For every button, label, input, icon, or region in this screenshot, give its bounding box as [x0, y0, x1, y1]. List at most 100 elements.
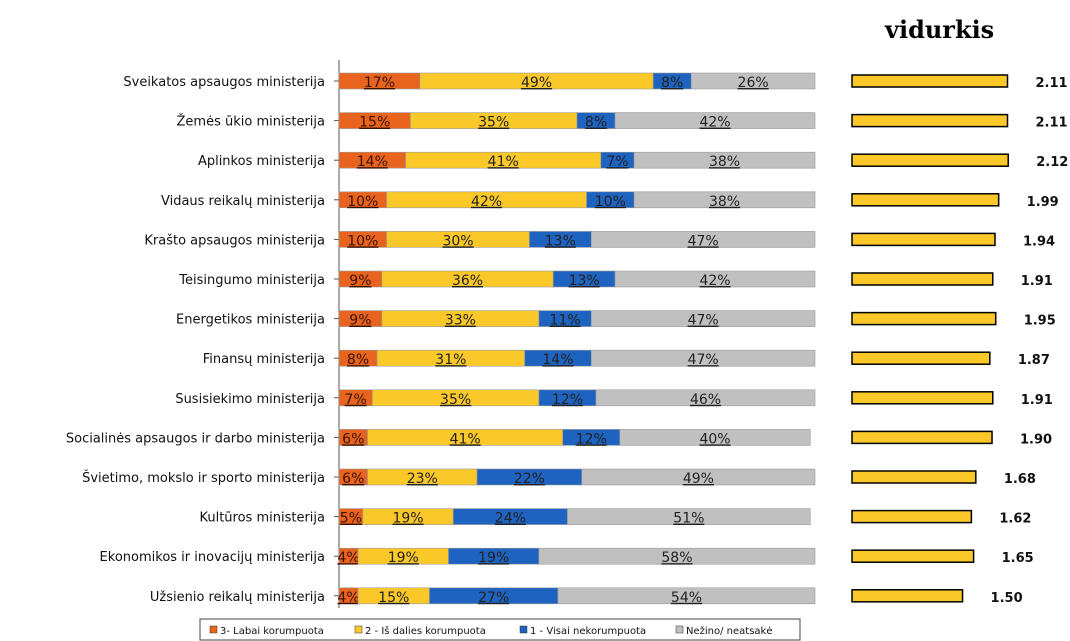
- bar-segment: [590, 310, 816, 327]
- data-label: 15%: [359, 115, 390, 131]
- data-label: 58%: [661, 550, 692, 566]
- average-chart-title: vidurkis: [884, 15, 994, 44]
- bar-segment: [557, 587, 816, 605]
- data-label: 23%: [407, 471, 438, 487]
- data-label: 4%: [337, 550, 359, 566]
- bar-segment: [538, 547, 816, 565]
- average-value-label: 2.12: [1036, 155, 1068, 170]
- bar-segment: [590, 231, 816, 248]
- data-label: 8%: [347, 352, 369, 368]
- data-label: 41%: [450, 431, 481, 447]
- average-bar: [851, 351, 991, 365]
- data-label: 42%: [699, 273, 730, 289]
- data-label: 19%: [392, 511, 423, 527]
- legend-label-visai: 1 - Visai nekorumpuota: [530, 626, 646, 637]
- legend-swatch-labai: [209, 625, 218, 634]
- data-label: 26%: [738, 75, 769, 91]
- average-value-label: 2.11: [1036, 76, 1068, 91]
- data-label: 7%: [606, 154, 628, 170]
- data-label: 36%: [452, 273, 483, 289]
- data-label: 15%: [378, 590, 409, 606]
- average-value-label: 1.62: [999, 512, 1031, 527]
- data-label: 47%: [688, 233, 719, 249]
- data-label: 5%: [340, 511, 362, 527]
- data-label: 47%: [688, 352, 719, 368]
- legend-swatch-is-dalies: [354, 625, 363, 634]
- category-label: Socialinės apsaugos ir darbo ministerija: [66, 431, 325, 446]
- average-value-label: 1.91: [1021, 393, 1053, 408]
- stacked-bar-chart: Sveikatos apsaugos ministerija 17% 49% 8% 26…: [66, 60, 816, 608]
- data-label: 10%: [347, 233, 378, 249]
- data-label: 12%: [552, 392, 583, 408]
- average-value-label: 1.68: [1004, 472, 1036, 487]
- bar-segment: [614, 112, 816, 129]
- legend-swatch-nezino: [675, 625, 684, 634]
- legend-frame: [199, 618, 801, 641]
- data-label: 13%: [569, 273, 600, 289]
- average-bar: [851, 549, 975, 563]
- average-value-label: 1.99: [1027, 195, 1059, 210]
- average-bar: [851, 113, 1009, 128]
- average-value-label: 1.65: [1002, 551, 1034, 566]
- average-bar: [851, 470, 977, 484]
- data-label: 14%: [357, 154, 388, 170]
- data-label: 51%: [673, 511, 704, 527]
- category-label: Kultūros ministerija: [199, 511, 325, 526]
- category-label: Energetikos ministerija: [176, 313, 325, 328]
- average-bar: [851, 232, 996, 247]
- bar-segment: [614, 270, 816, 288]
- data-label: 10%: [595, 194, 626, 210]
- data-label: 42%: [471, 194, 502, 210]
- data-label: 42%: [699, 115, 730, 131]
- category-label: Teisingumo ministerija: [178, 273, 325, 288]
- bar-segment: [581, 468, 816, 486]
- bar-segment: [633, 191, 816, 209]
- average-bar: [851, 509, 973, 524]
- data-label: 49%: [683, 471, 714, 487]
- data-label: 49%: [521, 75, 552, 91]
- data-label: 7%: [345, 392, 367, 408]
- average-bar: [851, 153, 1009, 167]
- average-value-label: 2.11: [1036, 116, 1068, 131]
- average-bar: [851, 272, 994, 286]
- data-label: 30%: [442, 233, 473, 249]
- data-label: 8%: [585, 115, 607, 131]
- data-label: 40%: [699, 431, 730, 447]
- data-label: 35%: [440, 392, 471, 408]
- bar-segment: [619, 429, 811, 446]
- data-label: 19%: [388, 550, 419, 566]
- bar-segment: [590, 349, 816, 367]
- category-label: Finansų ministerija: [203, 352, 325, 367]
- legend-swatch-visai: [519, 625, 528, 634]
- category-label: Užsienio reikalų ministerija: [150, 590, 325, 605]
- category-label: Žemės ūkio ministerija: [177, 114, 325, 130]
- category-label: Krašto apsaugos ministerija: [144, 233, 325, 248]
- data-label: 10%: [347, 194, 378, 210]
- chart-legend: 3- Labai korumpuota 2 - Iš dalies korump…: [199, 618, 801, 641]
- data-label: 11%: [550, 313, 581, 329]
- bar-segment: [567, 508, 811, 525]
- data-label: 17%: [364, 75, 395, 91]
- data-label: 47%: [688, 313, 719, 329]
- data-label: 38%: [709, 194, 740, 210]
- data-label: 14%: [542, 352, 573, 368]
- average-bar: [851, 430, 993, 445]
- data-label: 13%: [545, 233, 576, 249]
- legend-label-nezino: Nežino/ neatsakė: [686, 625, 772, 637]
- data-label: 31%: [435, 352, 466, 368]
- bar-segment: [690, 72, 816, 90]
- average-bar: [851, 391, 994, 405]
- data-label: 41%: [488, 154, 519, 170]
- data-label: 6%: [342, 431, 364, 447]
- data-label: 27%: [478, 590, 509, 606]
- data-label: 8%: [661, 75, 683, 91]
- average-value-label: 1.87: [1018, 353, 1050, 368]
- data-label: 22%: [514, 471, 545, 487]
- data-label: 12%: [576, 431, 607, 447]
- average-value-label: 1.95: [1024, 314, 1056, 329]
- category-label: Aplinkos ministerija: [198, 154, 325, 169]
- category-label: Ekonomikos ir inovacijų ministerija: [100, 550, 325, 565]
- data-label: 9%: [349, 273, 371, 289]
- bar-segment: [633, 151, 816, 169]
